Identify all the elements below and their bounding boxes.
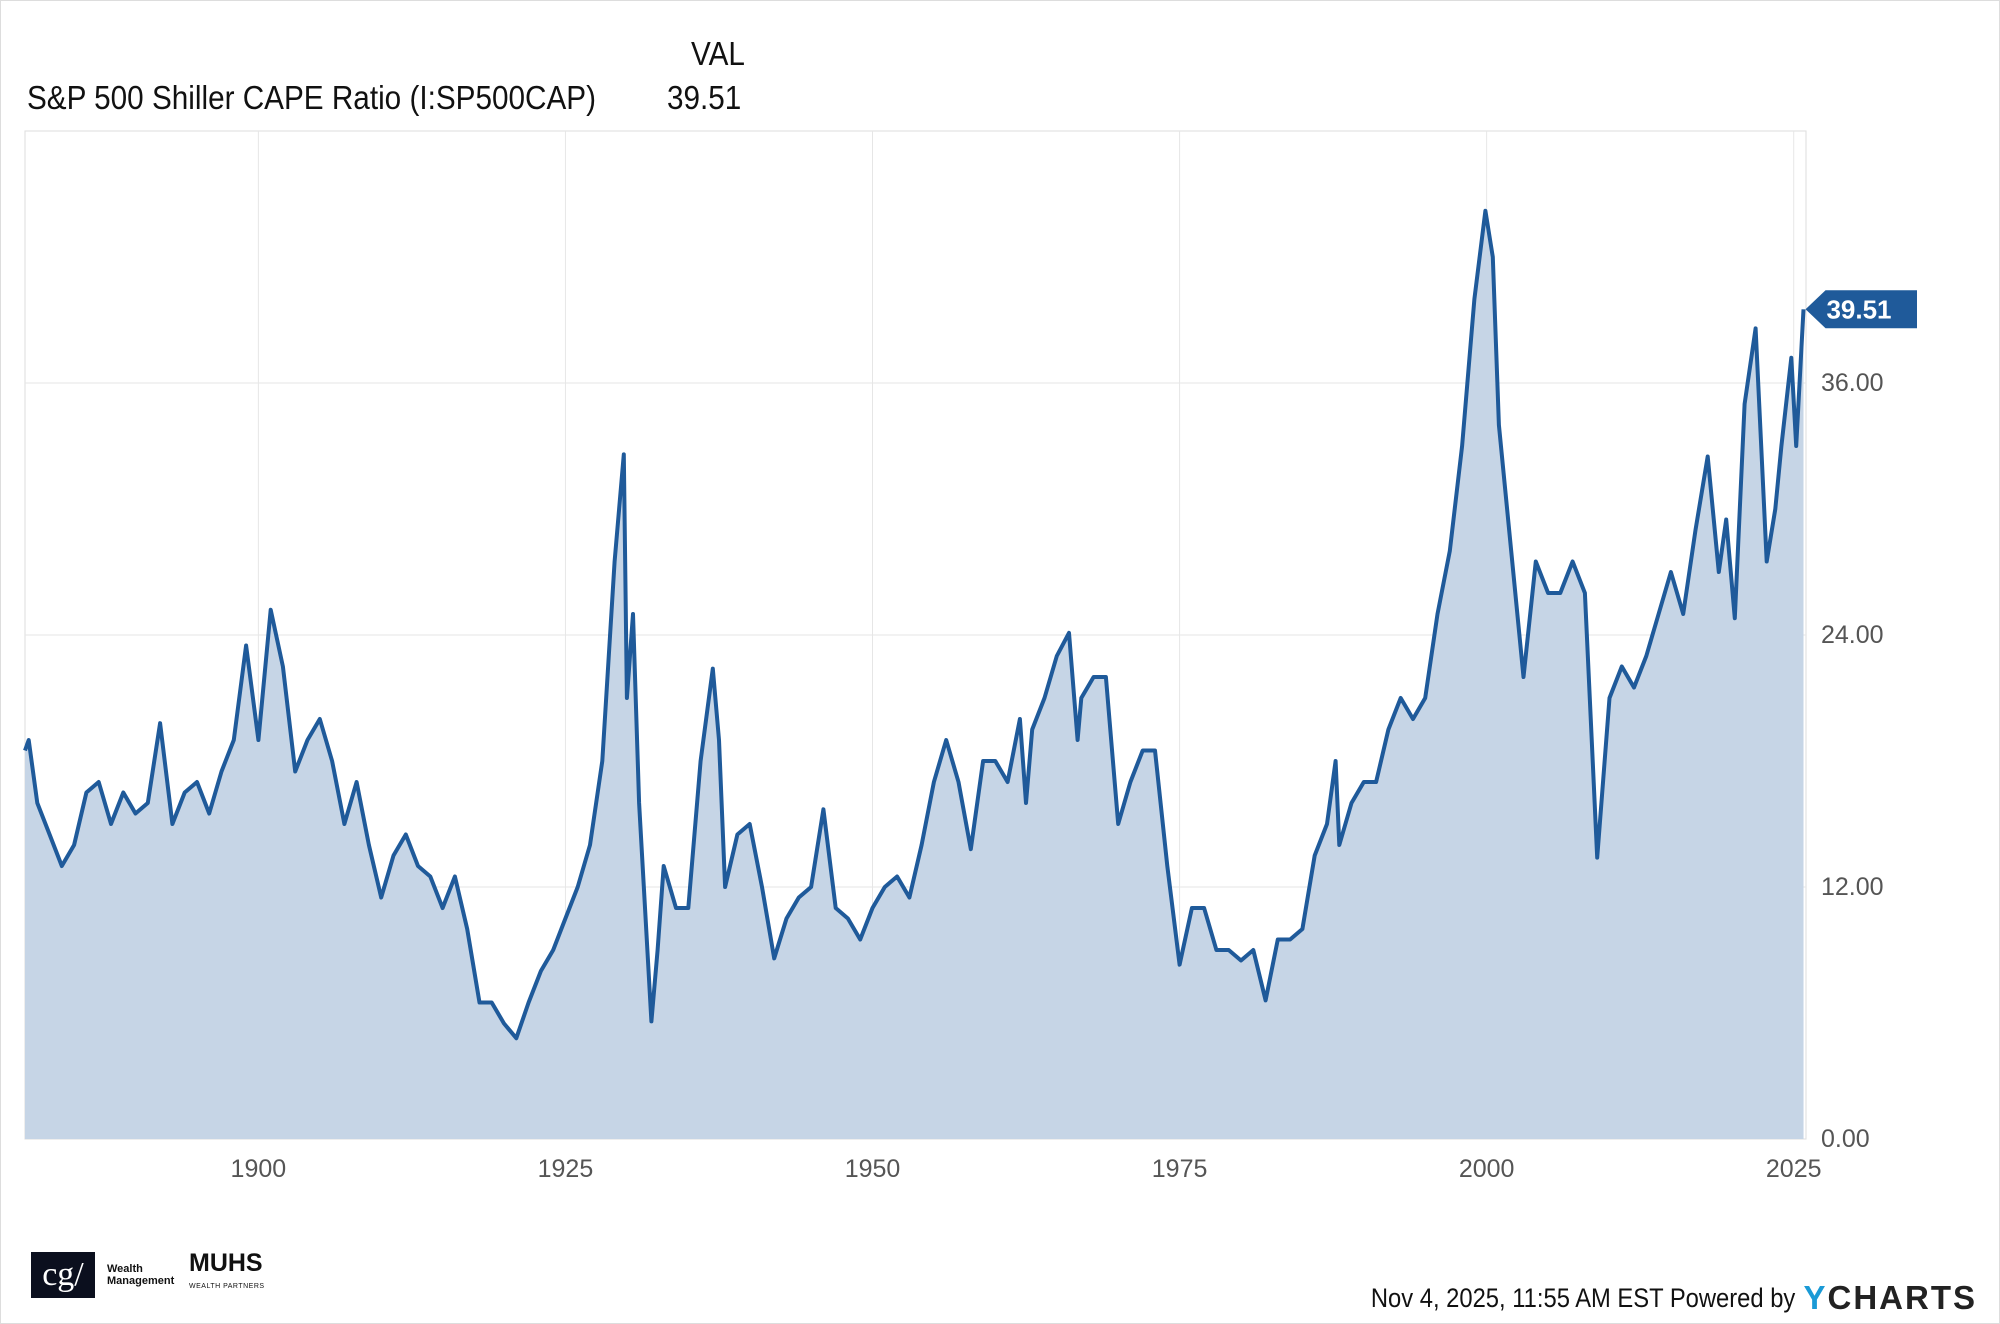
x-tick-label: 1900 xyxy=(231,1155,287,1183)
cg-logo-text: Wealth Management xyxy=(107,1263,175,1287)
y-tick-label: 0.00 xyxy=(1821,1125,1870,1153)
ycharts-logo-rest: CHARTS xyxy=(1827,1279,1977,1316)
series-area-fill xyxy=(25,210,1804,1140)
x-tick-label: 1975 xyxy=(1152,1155,1208,1183)
last-value-badge xyxy=(1805,290,1917,329)
y-tick-label: 36.00 xyxy=(1821,369,1884,397)
timestamp-text: Nov 4, 2025, 11:55 AM EST xyxy=(1371,1282,1664,1313)
series-title: S&P 500 Shiller CAPE Ratio (I:SP500CAP) xyxy=(27,79,596,116)
cg-logo: cg/ xyxy=(31,1252,95,1298)
x-tick-label: 1950 xyxy=(845,1155,901,1183)
muhs-logo: MUHS WEALTH PARTNERS xyxy=(189,1251,265,1299)
ycharts-logo-y: Y xyxy=(1803,1279,1828,1316)
x-tick-label: 2000 xyxy=(1459,1155,1515,1183)
timestamp: Nov 4, 2025, 11:55 AM EST Powered by xyxy=(1371,1283,1795,1314)
x-tick-label: 1925 xyxy=(538,1155,594,1183)
last-value-label: 39.51 xyxy=(1826,294,1891,324)
series-current-value: 39.51 xyxy=(667,79,742,116)
y-tick-label: 24.00 xyxy=(1821,621,1884,649)
footer: Nov 4, 2025, 11:55 AM EST Powered by YCH… xyxy=(1313,1279,1977,1317)
powered-by-text: Powered by xyxy=(1670,1282,1796,1313)
muhs-logo-text: MUHS xyxy=(189,1249,263,1277)
cape-ratio-chart: 0.00 12.00 24.00 36.00 1900 1925 1950 1975 2000 2… xyxy=(23,130,1917,1183)
series-line xyxy=(23,208,1806,1041)
y-tick-label: 12.00 xyxy=(1821,873,1884,901)
x-tick-label: 2025 xyxy=(1766,1155,1822,1183)
advisor-logos: cg/ Wealth Management MUHS WEALTH PARTNER… xyxy=(31,1251,265,1299)
ycharts-logo[interactable]: YCHARTS xyxy=(1803,1279,1977,1317)
muhs-logo-sub: WEALTH PARTNERS xyxy=(189,1283,265,1290)
column-header-val: VAL xyxy=(691,35,745,72)
